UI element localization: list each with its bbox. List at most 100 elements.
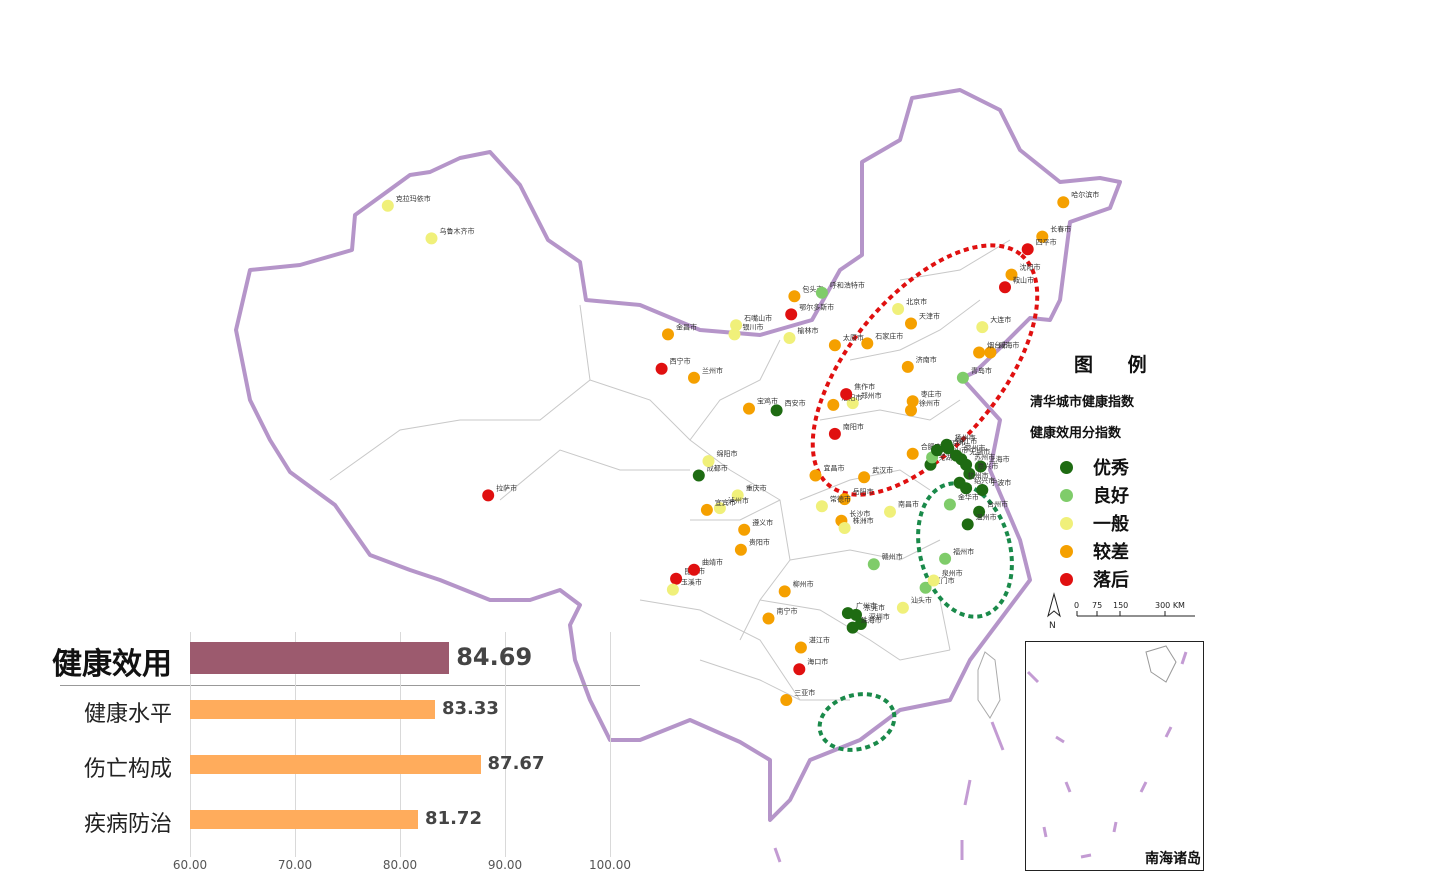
legend-label: 较差 bbox=[1093, 542, 1129, 563]
city-label: 四平市 bbox=[1036, 237, 1057, 246]
city-marker: 克拉玛依市 bbox=[381, 194, 431, 212]
city-label: 南京市 bbox=[945, 438, 966, 447]
city-label: 克拉玛依市 bbox=[396, 194, 431, 203]
city-marker: 成都市 bbox=[692, 464, 728, 482]
legend-items: 优秀良好 一般较差 落后 bbox=[1030, 453, 1190, 593]
city-marker: 台州市 bbox=[973, 500, 1008, 518]
x-tick-label: 60.00 bbox=[172, 858, 208, 872]
city-label: 宝鸡市 bbox=[757, 397, 778, 406]
city-dot bbox=[858, 471, 871, 484]
city-dot bbox=[688, 371, 700, 384]
gridline bbox=[505, 632, 506, 857]
city-label: 金昌市 bbox=[676, 322, 697, 331]
city-label: 长春市 bbox=[1050, 225, 1071, 234]
city-label: 台州市 bbox=[987, 500, 1008, 509]
bar-category-label: 健康效用 bbox=[52, 647, 172, 682]
city-marker: 合肥市 bbox=[906, 442, 942, 460]
city-dot bbox=[666, 583, 679, 596]
legend-subtitle-index: 清华城市健康指数 bbox=[1030, 395, 1135, 410]
city-marker: 温州市 bbox=[961, 512, 997, 531]
city-dot bbox=[974, 460, 987, 473]
city-dot bbox=[906, 447, 919, 460]
city-dot bbox=[827, 398, 840, 411]
legend-item: 落后 bbox=[1060, 565, 1190, 593]
city-marker: 遵义市 bbox=[738, 518, 773, 536]
city-label: 西宁市 bbox=[670, 357, 691, 366]
city-marker: 泉州市 bbox=[927, 569, 963, 587]
city-label: 宜昌市 bbox=[824, 464, 845, 473]
city-label: 杭州市 bbox=[968, 471, 989, 480]
city-marker: 湛江市 bbox=[794, 636, 830, 654]
city-dot bbox=[688, 563, 700, 576]
city-dot bbox=[973, 505, 986, 518]
city-marker: 北京市 bbox=[892, 297, 927, 315]
city-marker: 榆林市 bbox=[783, 326, 819, 344]
city-label: 哈尔滨市 bbox=[1071, 190, 1099, 199]
city-dot bbox=[692, 469, 705, 482]
city-marker: 南京市 bbox=[931, 438, 966, 457]
city-label: 南宁市 bbox=[777, 607, 798, 616]
city-marker: 兰州市 bbox=[688, 366, 723, 384]
city-label: 石嘴山市 bbox=[744, 313, 772, 322]
city-label: 镇江市 bbox=[956, 436, 977, 445]
city-dot bbox=[828, 427, 841, 440]
city-marker: 重庆市 bbox=[731, 483, 767, 502]
city-label: 成都市 bbox=[707, 464, 728, 473]
city-marker: 海口市 bbox=[793, 657, 828, 676]
north-arrow-icon bbox=[1047, 592, 1061, 618]
city-marker: 曲靖市 bbox=[688, 558, 723, 576]
city-label: 长沙市 bbox=[849, 509, 870, 518]
city-label: 苏州市 bbox=[974, 453, 995, 462]
city-dot bbox=[762, 612, 775, 625]
scale-bar: N 0 75 150 300 KM bbox=[1047, 592, 1195, 631]
city-dot bbox=[931, 444, 943, 457]
city-marker: 金昌市 bbox=[662, 322, 697, 341]
city-dot bbox=[785, 308, 798, 321]
legend-title: 图 例 bbox=[1074, 354, 1161, 376]
city-marker: 武汉市 bbox=[858, 465, 893, 484]
city-dot bbox=[731, 489, 744, 502]
legend-label: 良好 bbox=[1093, 486, 1129, 507]
province-lines bbox=[329, 239, 1011, 701]
bar-value-label: 87.67 bbox=[487, 752, 545, 774]
city-dot bbox=[662, 328, 674, 341]
legend-label: 优秀 bbox=[1093, 458, 1129, 479]
city-marker: 南阳市 bbox=[828, 422, 864, 440]
city-label: 武汉市 bbox=[872, 465, 893, 474]
x-tick-label: 100.00 bbox=[589, 858, 631, 872]
city-dot bbox=[846, 621, 859, 634]
city-dot bbox=[1057, 196, 1070, 209]
city-dot bbox=[1005, 268, 1018, 281]
city-dot bbox=[984, 346, 997, 359]
city-dot bbox=[783, 332, 796, 344]
city-label: 泉州市 bbox=[942, 569, 963, 578]
city-label: 合肥市 bbox=[921, 442, 942, 451]
city-marker: 柳州市 bbox=[778, 579, 814, 598]
city-label: 温州市 bbox=[976, 512, 997, 521]
scale-label-0: 0 bbox=[1074, 601, 1079, 610]
city-label: 泸州市 bbox=[728, 496, 749, 505]
city-marker: 大连市 bbox=[976, 315, 1011, 334]
city-dot bbox=[973, 346, 986, 359]
city-dot bbox=[381, 199, 394, 212]
city-marker: 太原市 bbox=[828, 333, 864, 352]
city-dot bbox=[884, 505, 896, 518]
city-label: 烟台市 bbox=[987, 341, 1008, 350]
bar bbox=[190, 642, 450, 674]
bar-category-label: 疾病防治 bbox=[83, 811, 172, 837]
city-label: 海口市 bbox=[807, 657, 828, 666]
x-tick-label: 80.00 bbox=[382, 858, 418, 872]
city-label: 郑州市 bbox=[861, 391, 882, 400]
city-marker: 石嘴山市 bbox=[730, 313, 772, 332]
city-marker: 银川市 bbox=[728, 322, 764, 341]
legend-item: 一般 bbox=[1060, 509, 1190, 537]
city-dot bbox=[828, 339, 841, 352]
city-marker: 厦门市 bbox=[919, 576, 955, 594]
city-dot bbox=[846, 397, 859, 410]
north-label: N bbox=[1049, 621, 1056, 631]
city-label: 呼和浩特市 bbox=[830, 281, 865, 290]
city-label: 上海市 bbox=[989, 455, 1010, 464]
city-marker: 哈尔滨市 bbox=[1057, 190, 1099, 209]
legend-dot-icon bbox=[1060, 516, 1073, 530]
inset-map bbox=[1026, 645, 1188, 859]
